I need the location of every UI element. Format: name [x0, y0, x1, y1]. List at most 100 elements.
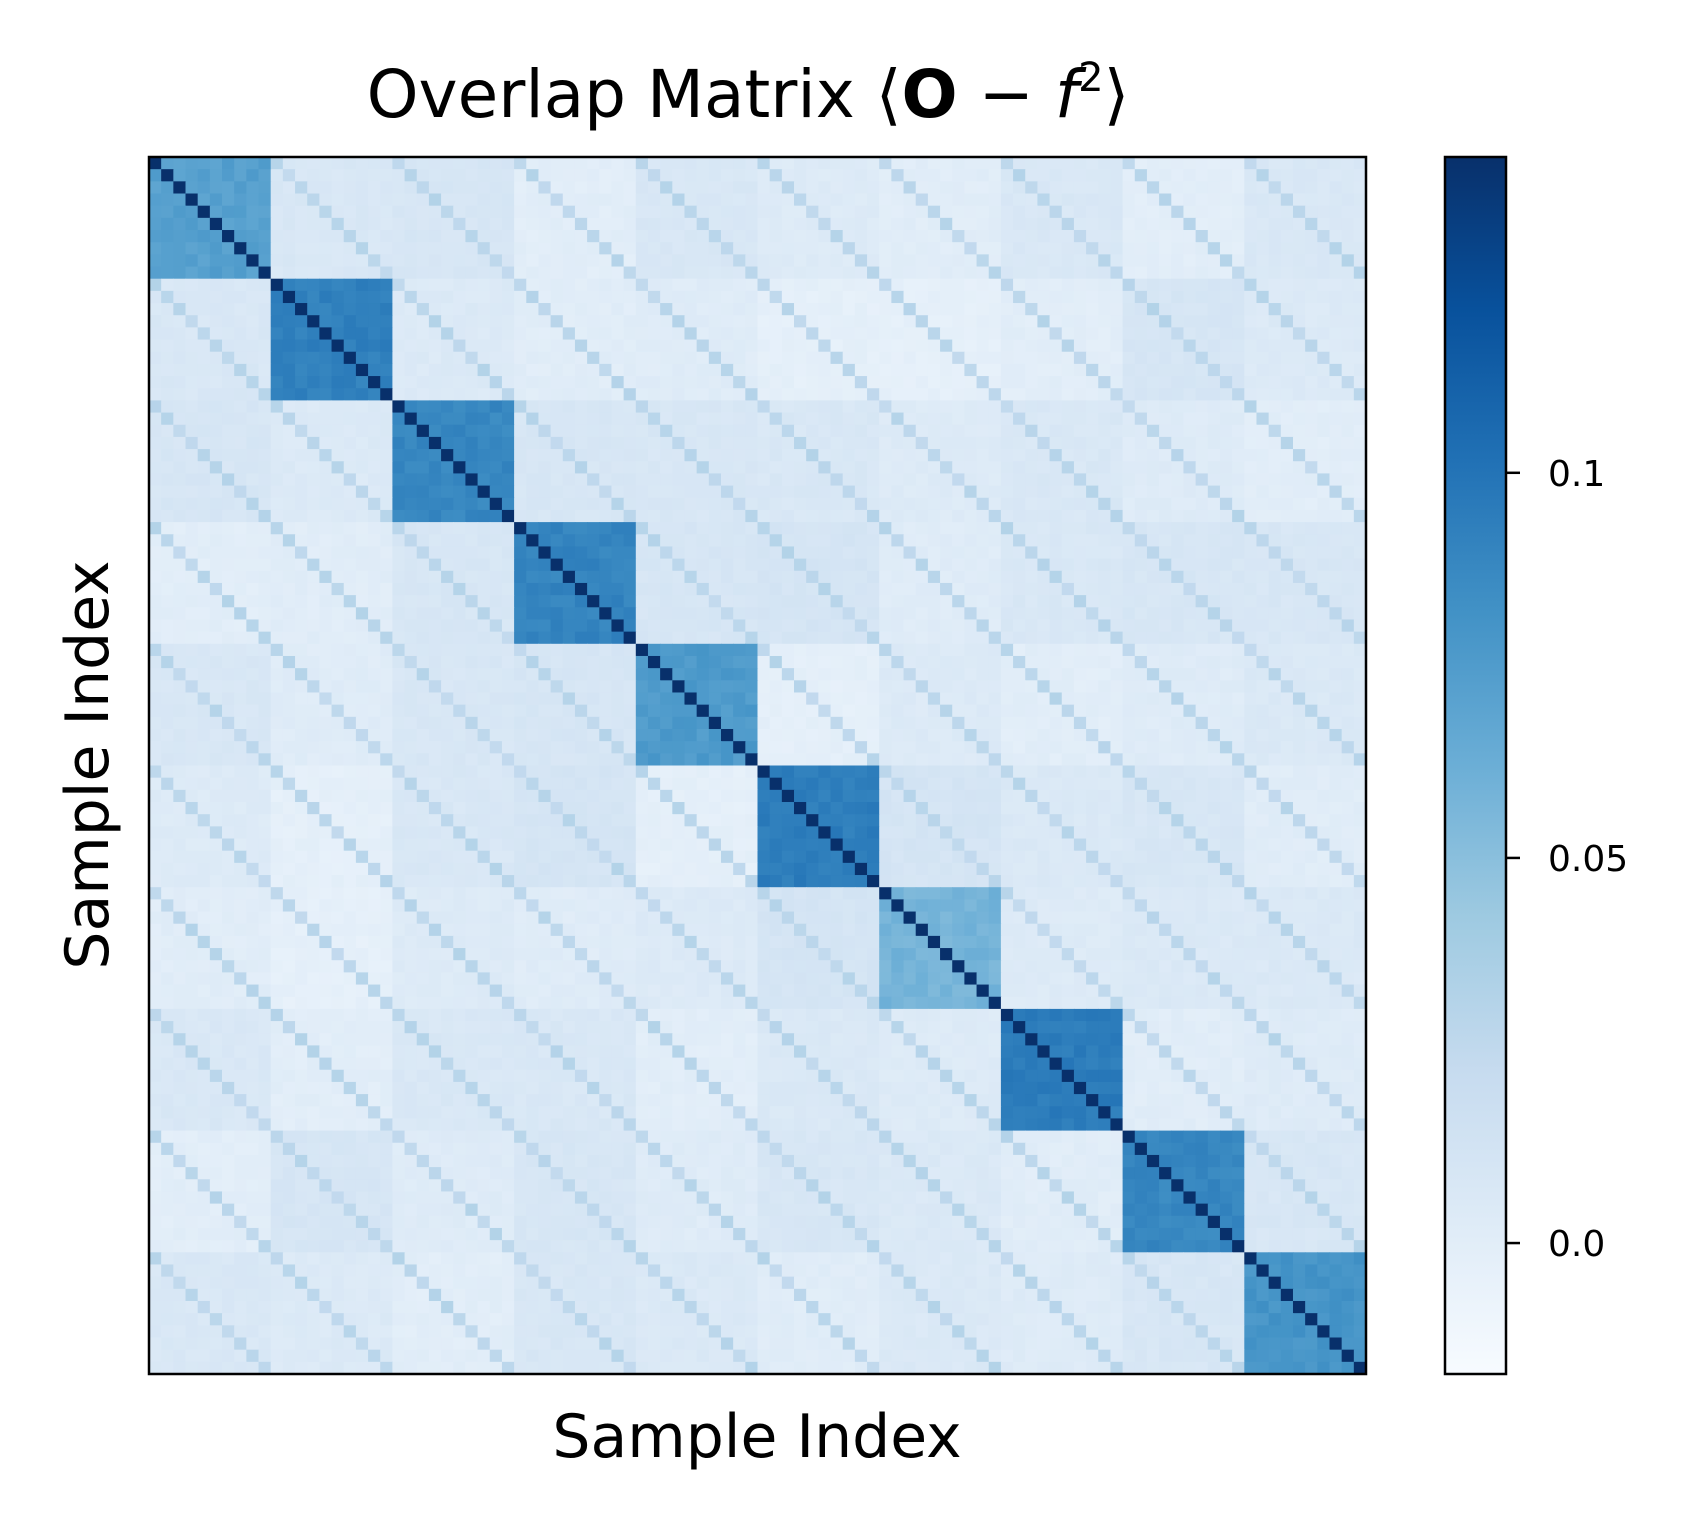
heatmap-cell	[222, 668, 235, 681]
heatmap-cell	[1280, 558, 1294, 572]
heatmap-cell	[173, 534, 187, 548]
heatmap-cell	[952, 436, 965, 450]
heatmap-cell	[428, 266, 442, 280]
heatmap-cell	[587, 181, 600, 195]
heatmap-cell	[708, 436, 722, 450]
heatmap-cell	[1000, 157, 1014, 170]
heatmap-cell	[1122, 485, 1136, 499]
heatmap-cell	[1305, 290, 1318, 304]
heatmap-cell	[392, 376, 406, 389]
heatmap-cell	[343, 266, 357, 280]
heatmap-cell	[1025, 534, 1039, 548]
heatmap-cell	[1000, 363, 1014, 377]
heatmap-cell	[611, 327, 625, 341]
heatmap-cell	[562, 303, 576, 316]
heatmap-cell	[940, 388, 953, 401]
heatmap-cell	[647, 169, 661, 182]
heatmap-cell	[1037, 607, 1051, 621]
heatmap-cell	[867, 424, 880, 438]
heatmap-cell	[1195, 680, 1209, 694]
heatmap-cell	[1305, 631, 1318, 645]
heatmap-cell	[1037, 303, 1051, 316]
heatmap-cell	[307, 266, 320, 280]
heatmap-cell	[1219, 388, 1233, 401]
heatmap-cell	[976, 753, 990, 767]
heatmap-cell	[660, 655, 673, 669]
heatmap-cell	[538, 278, 552, 292]
heatmap-cell	[611, 254, 625, 268]
heatmap-cell	[1353, 351, 1367, 365]
heatmap-cell	[915, 181, 929, 195]
heatmap-cell	[611, 692, 625, 706]
heatmap-cell	[1025, 607, 1039, 621]
heatmap-cell	[830, 607, 844, 621]
heatmap-cell	[611, 619, 625, 633]
heatmap-cell	[623, 522, 637, 535]
heatmap-cell	[1000, 643, 1014, 657]
heatmap-cell	[720, 193, 734, 207]
heatmap-cell	[222, 546, 235, 560]
heatmap-cell	[684, 704, 698, 718]
heatmap-cell	[477, 582, 491, 596]
heatmap-cell	[611, 509, 625, 523]
heatmap-cell	[927, 315, 941, 328]
heatmap-cell	[307, 412, 320, 426]
heatmap-cell	[623, 169, 637, 182]
heatmap-cell	[1049, 436, 1063, 450]
heatmap-cell	[1086, 254, 1099, 268]
heatmap-cell	[708, 741, 722, 754]
heatmap-cell	[964, 582, 978, 596]
heatmap-cell	[1353, 546, 1367, 560]
heatmap-cell	[246, 522, 260, 535]
heatmap-cell	[1232, 169, 1245, 182]
heatmap-cell	[1013, 741, 1026, 754]
heatmap-cell	[526, 412, 540, 426]
heatmap-cell	[538, 655, 552, 669]
heatmap-cell	[477, 534, 491, 548]
heatmap-cell	[173, 254, 187, 268]
heatmap-cell	[1073, 303, 1087, 316]
heatmap-cell	[976, 473, 990, 487]
heatmap-cell	[1329, 509, 1343, 523]
heatmap-cell	[1110, 436, 1124, 450]
heatmap-cell	[781, 303, 795, 316]
heatmap-cell	[769, 217, 783, 231]
heatmap-cell	[684, 412, 698, 426]
heatmap-cell	[270, 315, 284, 328]
heatmap-cell	[149, 217, 162, 231]
heatmap-cell	[307, 704, 320, 718]
heatmap-cell	[1195, 303, 1209, 316]
heatmap-cell	[209, 741, 223, 754]
heatmap-cell	[781, 668, 795, 681]
heatmap-cell	[149, 169, 162, 182]
heatmap-cell	[1025, 485, 1039, 499]
heatmap-cell	[733, 619, 746, 633]
heatmap-cell	[258, 266, 272, 280]
heatmap-cell	[197, 546, 211, 560]
heatmap-cell	[927, 266, 941, 280]
heatmap-cell	[964, 436, 978, 450]
heatmap-cell	[927, 242, 941, 255]
heatmap-cell	[1353, 376, 1367, 389]
heatmap-cell	[258, 497, 272, 511]
heatmap-cell	[1232, 704, 1245, 718]
heatmap-cell	[854, 351, 868, 365]
heatmap-cell	[684, 497, 698, 511]
heatmap-cell	[185, 388, 199, 401]
heatmap-cell	[477, 704, 491, 718]
heatmap-cell	[1183, 449, 1197, 462]
heatmap-cell	[295, 546, 308, 560]
heatmap-cell	[465, 327, 479, 341]
heatmap-cell	[1195, 509, 1209, 523]
heatmap-cell	[647, 741, 661, 754]
heatmap-cell	[1159, 181, 1172, 195]
heatmap-cell	[1086, 230, 1099, 243]
heatmap-cell	[258, 753, 272, 767]
heatmap-cell	[635, 327, 649, 341]
heatmap-cell	[197, 278, 211, 292]
heatmap-cell	[404, 741, 418, 754]
heatmap-cell	[489, 412, 503, 426]
heatmap-cell	[708, 254, 722, 268]
heatmap-cell	[428, 181, 442, 195]
heatmap-cell	[246, 643, 260, 657]
